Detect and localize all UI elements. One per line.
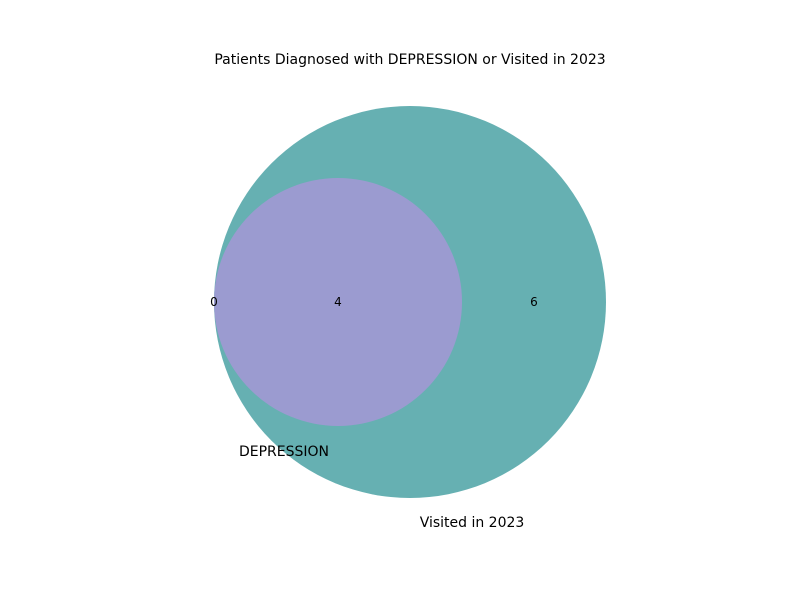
- depression-circle: [214, 178, 462, 426]
- chart-title: Patients Diagnosed with DEPRESSION or Vi…: [214, 52, 605, 68]
- depression-set-label: DEPRESSION: [239, 444, 329, 460]
- depression-only-count: 0: [210, 295, 218, 309]
- visited-set-label: Visited in 2023: [420, 515, 525, 531]
- visited-only-count: 6: [530, 295, 538, 309]
- intersection-count: 4: [334, 295, 342, 309]
